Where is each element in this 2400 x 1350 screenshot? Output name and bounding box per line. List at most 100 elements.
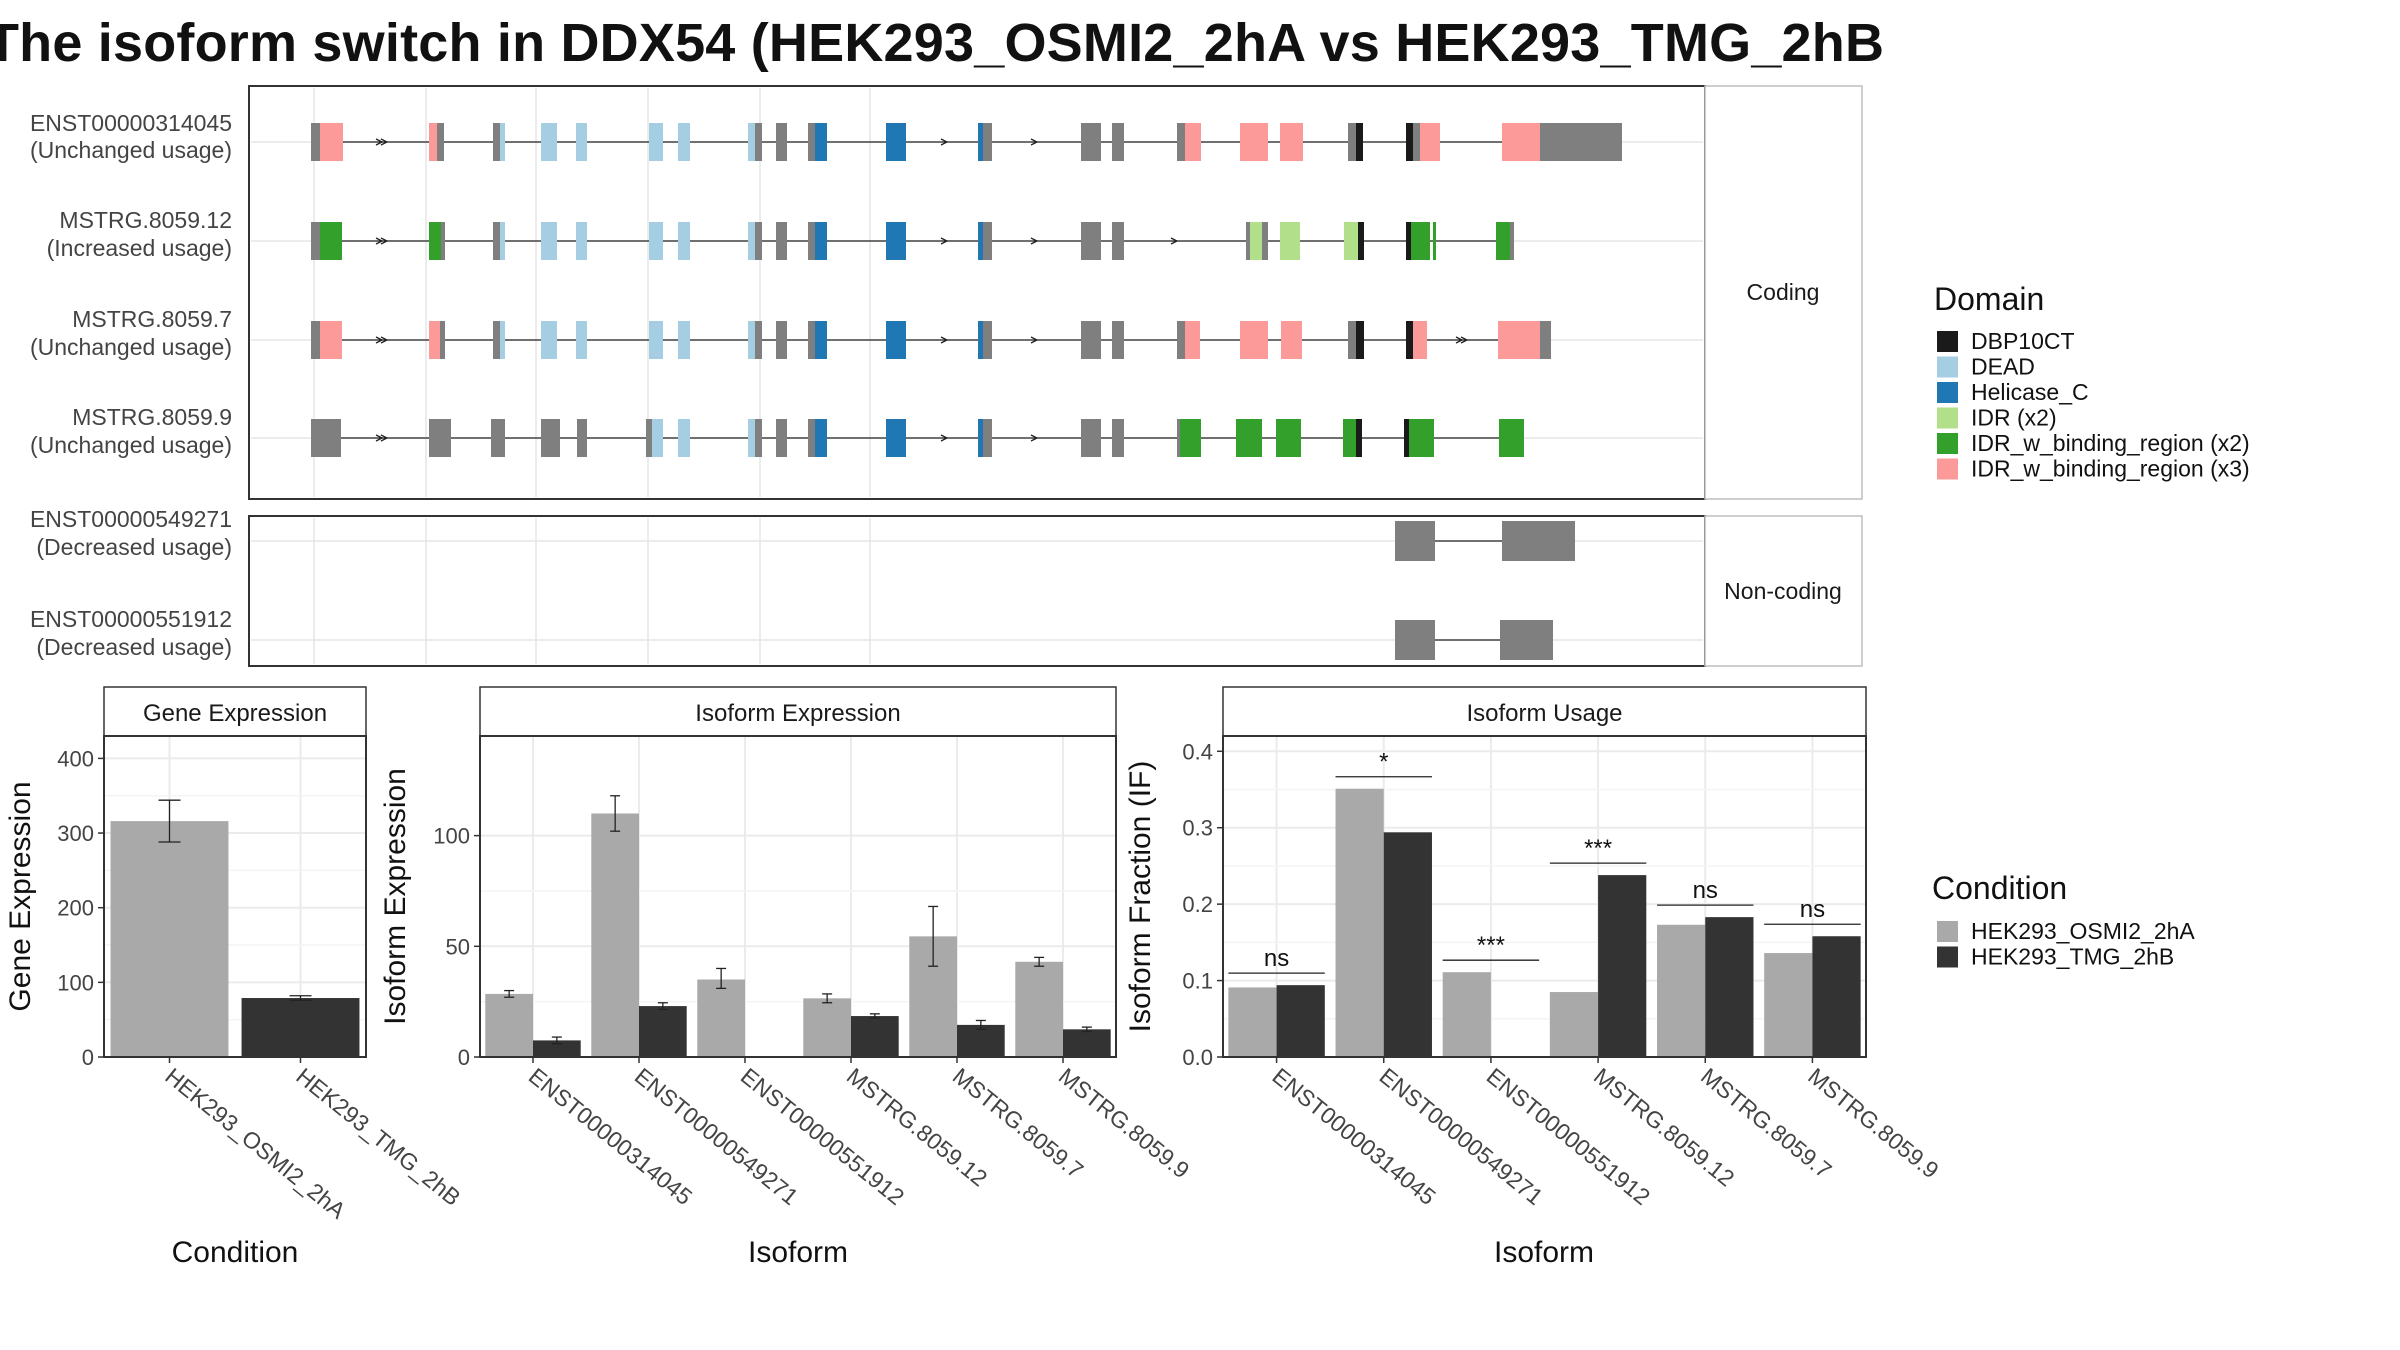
exon-block (808, 123, 815, 161)
exon-block (815, 419, 827, 457)
exon-block (815, 222, 827, 260)
y-tick-label: 100 (433, 824, 470, 849)
y-tick-label: 300 (57, 821, 94, 846)
exon-block (320, 321, 342, 359)
plot-title: The isoform switch in DDX54 (HEK293_OSMI… (0, 13, 1885, 73)
exon-block (815, 123, 827, 161)
exon-block (1343, 419, 1356, 457)
y-tick-label: 0.2 (1182, 892, 1213, 917)
panel-border (1222, 735, 1867, 1058)
x-axis-title: Condition (172, 1236, 299, 1269)
significance-label: ns (1693, 877, 1718, 904)
domain-legend-label: DEAD (1971, 354, 2035, 380)
exon-block (755, 419, 762, 457)
transcript-usage-label: (Unchanged usage) (30, 334, 232, 360)
exon-block (437, 123, 444, 161)
exon-block (1411, 222, 1430, 260)
bar (1063, 1029, 1111, 1057)
transcript-usage-label: (Unchanged usage) (30, 432, 232, 458)
exon-block (652, 419, 663, 457)
direction-arrow (1030, 434, 1039, 442)
condition-legend-label: HEK293_TMG_2hB (1971, 944, 2174, 970)
exon-block (500, 321, 505, 359)
exon-block (1510, 222, 1514, 260)
exon-block (1433, 222, 1436, 260)
x-axis-title: Isoform (1494, 1236, 1594, 1269)
exon-block (1395, 521, 1435, 561)
condition-legend-label: HEK293_OSMI2_2hA (1971, 918, 2195, 944)
transcript-name-label: ENST00000314045 (30, 110, 232, 136)
coding-panel-border (248, 85, 1706, 500)
exon-block (1409, 419, 1434, 457)
significance-label: * (1379, 749, 1388, 776)
coding-strip (1704, 85, 1863, 500)
exon-block (493, 123, 500, 161)
exon-block (493, 321, 500, 359)
utr-block (311, 322, 320, 358)
bar (957, 1024, 1005, 1057)
domain-legend-key (1937, 407, 1958, 429)
exon-block (983, 321, 992, 359)
exon-block (1240, 123, 1268, 161)
exon-block (1348, 123, 1356, 161)
y-tick-label: 0.3 (1182, 816, 1213, 841)
exon-block (808, 222, 815, 260)
exon-block (429, 222, 441, 260)
exon-block (1420, 123, 1440, 161)
exon-block (1081, 321, 1101, 359)
panel-strip (479, 686, 1117, 737)
domain-legend-key (1937, 458, 1958, 480)
structure-transcripts (311, 123, 1622, 660)
exon-block (1185, 321, 1200, 359)
exon-block (1112, 321, 1124, 359)
exon-block (491, 419, 505, 457)
exon-block (1240, 321, 1268, 359)
direction-arrow (375, 336, 384, 344)
domain-legend-label: DBP10CT (1971, 328, 2075, 354)
exon-block (776, 321, 787, 359)
transcript-2 (311, 222, 1514, 260)
exon-block (649, 123, 663, 161)
exon-block (886, 419, 906, 457)
panel-border (479, 735, 1117, 1058)
direction-arrow (1030, 336, 1039, 344)
exon-block (1413, 123, 1420, 161)
transcript-6 (1395, 620, 1553, 660)
exon-block (1406, 321, 1413, 359)
domain-legend-label: IDR_w_binding_region (x2) (1971, 430, 2250, 456)
noncoding-panel-border (248, 515, 1706, 667)
exon-block (678, 321, 690, 359)
y-axis-title: Isoform Fraction (IF) (1124, 761, 1157, 1033)
exon-block (1540, 321, 1551, 359)
transcript-usage-label: (Increased usage) (47, 235, 232, 261)
condition-legend-title: Condition (1932, 870, 2067, 906)
bar (1383, 832, 1432, 1057)
significance-label: *** (1477, 932, 1505, 959)
structure-panel: Coding Non-coding ENST00000314045(Unchan… (30, 85, 1863, 667)
transcript-usage-label: (Unchanged usage) (30, 137, 232, 163)
y-tick-label: 0 (458, 1045, 470, 1070)
noncoding-strip-label: Non-coding (1724, 578, 1842, 604)
bar (1015, 961, 1063, 1057)
exon-block (646, 419, 652, 457)
exon-block (541, 419, 560, 457)
exon-block (776, 222, 787, 260)
y-tick-label: 200 (57, 896, 94, 921)
structure-labels: ENST00000314045(Unchanged usage)MSTRG.80… (30, 110, 232, 660)
domain-legend-key (1937, 382, 1958, 403)
exon-block (1180, 419, 1201, 457)
exon-block (755, 321, 762, 359)
exon-block (577, 419, 587, 457)
domain-legend-key (1937, 356, 1958, 378)
exon-block (1395, 620, 1435, 660)
exon-block (1344, 222, 1358, 260)
direction-arrow (1030, 237, 1039, 245)
transcript-name-label: MSTRG.8059.7 (72, 306, 232, 332)
transcript-usage-label: (Decreased usage) (36, 634, 232, 660)
bar (1812, 936, 1861, 1057)
exon-block (886, 321, 906, 359)
exon-block (808, 419, 815, 457)
transcript-name-label: MSTRG.8059.12 (59, 207, 232, 233)
